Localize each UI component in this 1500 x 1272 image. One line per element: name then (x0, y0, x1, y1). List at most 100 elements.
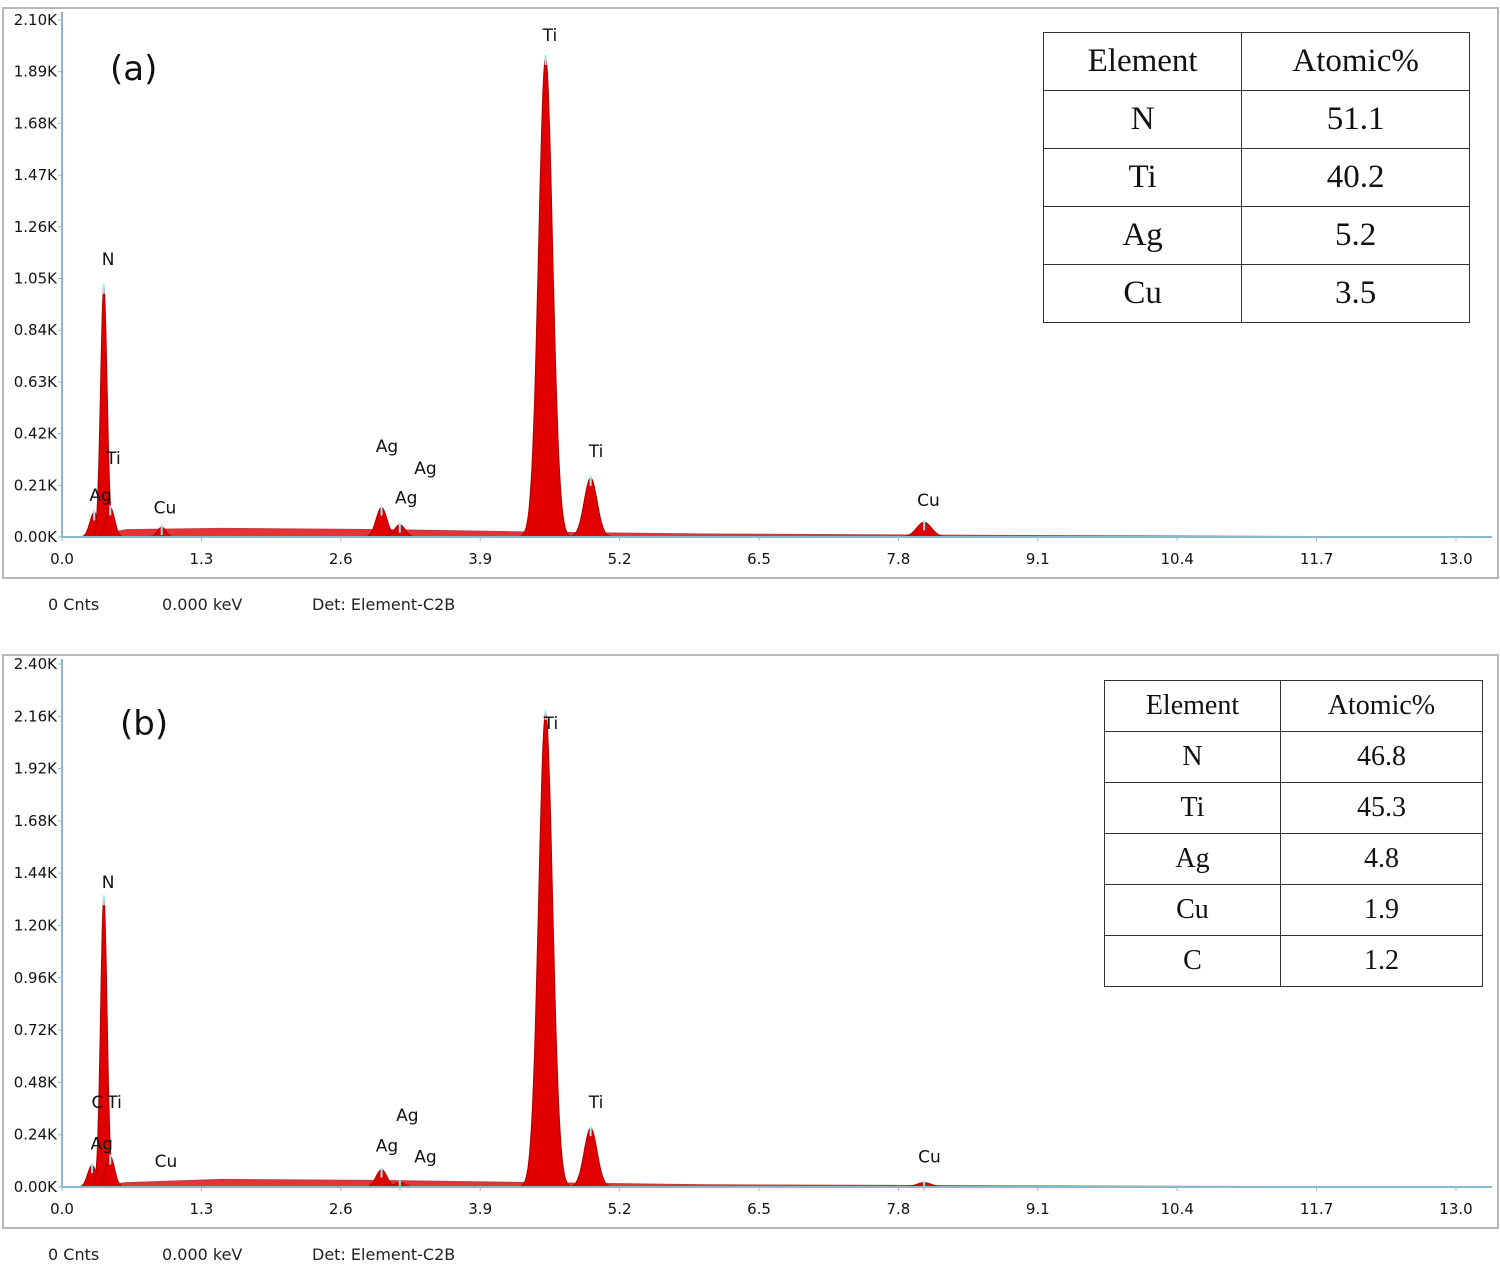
peak-label-ag: Ag (90, 1134, 112, 1154)
element-cell: Ti (1042, 148, 1243, 207)
element-cell: N (1042, 90, 1243, 149)
atomic-percent-cell: 45.3 (1279, 782, 1484, 834)
element-cell: N (1104, 731, 1281, 783)
peak-label-ag: Ag (89, 486, 111, 506)
table-row: N 46.8 (1104, 731, 1484, 783)
table-row: C 1.2 (1104, 935, 1484, 987)
x-tick-label: 10.4 (1160, 1200, 1193, 1218)
x-tick-label: 7.8 (886, 1200, 910, 1218)
peak-label-cu: Cu (154, 498, 177, 518)
column-header: Element (1042, 32, 1243, 91)
y-tick-label: 0.21K (14, 476, 58, 494)
element-cell: Ti (1104, 782, 1281, 834)
y-tick-label: 0.00K (14, 1178, 58, 1196)
table-row: Cu 1.9 (1104, 884, 1484, 936)
x-tick-label: 6.5 (747, 1200, 771, 1218)
peak-label-ti: Ti (105, 449, 121, 469)
y-tick-label: 0.42K (14, 425, 58, 443)
atomic-percent-cell: 3.5 (1241, 264, 1470, 323)
status-detector: Det: Element-C2B (312, 595, 455, 614)
atomic-percent-cell: 40.2 (1241, 148, 1470, 207)
peak-label-ag: Ag (376, 437, 398, 457)
x-tick-label: 1.3 (189, 550, 213, 568)
y-tick-label: 2.10K (14, 11, 58, 29)
y-tick-label: 1.89K (14, 63, 58, 81)
peak-label-ti: Ti (542, 26, 558, 46)
element-cell: Ag (1042, 206, 1243, 265)
peak-label-n: N (102, 250, 115, 270)
y-tick-label: 2.16K (14, 707, 58, 725)
y-tick-label: 1.92K (14, 760, 58, 778)
peak-label-ti: Ti (588, 442, 604, 462)
peak-label-n: N (102, 873, 115, 893)
x-tick-label: 0.0 (50, 550, 74, 568)
table-row: Ti 40.2 (1042, 148, 1470, 207)
peak-label-ti: Ti (543, 714, 559, 734)
x-tick-label: 0.0 (50, 1200, 74, 1218)
y-tick-label: 0.72K (14, 1021, 58, 1039)
element-cell: C (1104, 935, 1281, 987)
atomic-percent-cell: 1.2 (1279, 935, 1484, 987)
panel-label: (a) (110, 49, 157, 89)
peak-label-ag: Ag (396, 1106, 418, 1126)
panel-label: (b) (120, 704, 168, 744)
y-tick-label: 0.96K (14, 969, 58, 987)
element-cell: Ag (1104, 833, 1281, 885)
table-header-row: Element Atomic% (1042, 32, 1470, 91)
element-cell: Cu (1042, 264, 1243, 323)
column-header: Atomic% (1241, 32, 1470, 91)
column-header: Atomic% (1279, 680, 1484, 732)
x-tick-label: 9.1 (1026, 1200, 1050, 1218)
x-tick-label: 11.7 (1300, 1200, 1333, 1218)
x-tick-label: 13.0 (1439, 550, 1472, 568)
status-energy: 0.000 keV (162, 1245, 242, 1264)
peak-label-ag: Ag (414, 1147, 436, 1167)
element-cell: Cu (1104, 884, 1281, 936)
y-tick-label: 0.00K (14, 528, 58, 546)
status-detector: Det: Element-C2B (312, 1245, 455, 1264)
atomic-percent-cell: 1.9 (1279, 884, 1484, 936)
x-tick-label: 9.1 (1026, 550, 1050, 568)
x-tick-label: 11.7 (1300, 550, 1333, 568)
table-row: Ag 4.8 (1104, 833, 1484, 885)
atomic-percent-cell: 4.8 (1279, 833, 1484, 885)
y-tick-label: 1.20K (14, 917, 58, 935)
x-tick-label: 5.2 (608, 550, 632, 568)
peak-label-ag: Ag (395, 489, 417, 509)
peak-label-ag: Ag (376, 1137, 398, 1157)
peak-label-ag: Ag (414, 459, 436, 479)
y-tick-label: 1.68K (14, 114, 58, 132)
table-row: Cu 3.5 (1042, 264, 1470, 323)
table-header-row: Element Atomic% (1104, 680, 1484, 732)
y-tick-label: 0.63K (14, 373, 58, 391)
composition-table-a: Element Atomic% N 51.1 Ti 40.2 Ag 5.2 Cu 3.5 (1042, 32, 1470, 323)
status-energy: 0.000 keV (162, 595, 242, 614)
status-counts: 0 Cnts (48, 1245, 99, 1264)
column-header: Element (1104, 680, 1281, 732)
y-tick-label: 0.84K (14, 321, 58, 339)
x-tick-label: 7.8 (886, 550, 910, 568)
peak-label-ti: Ti (588, 1093, 604, 1113)
y-tick-label: 0.48K (14, 1073, 58, 1091)
peak-label-cu: Cu (918, 1147, 941, 1167)
y-tick-label: 1.68K (14, 812, 58, 830)
y-tick-label: 2.40K (14, 655, 58, 673)
atomic-percent-cell: 46.8 (1279, 731, 1484, 783)
x-tick-label: 13.0 (1439, 1200, 1472, 1218)
peak-label-cu: Cu (155, 1152, 178, 1172)
peak-label-c: C (91, 1093, 103, 1113)
composition-table-b: Element Atomic% N 46.8 Ti 45.3 Ag 4.8 Cu 1.9 C 1.2 (1104, 680, 1484, 987)
x-tick-label: 3.9 (468, 550, 492, 568)
x-tick-label: 1.3 (189, 1200, 213, 1218)
y-tick-label: 1.05K (14, 270, 58, 288)
table-row: Ag 5.2 (1042, 206, 1470, 265)
table-row: Ti 45.3 (1104, 782, 1484, 834)
peak-label-ti: Ti (106, 1093, 122, 1113)
y-tick-label: 0.24K (14, 1126, 58, 1144)
x-tick-label: 6.5 (747, 550, 771, 568)
x-tick-label: 3.9 (468, 1200, 492, 1218)
atomic-percent-cell: 5.2 (1241, 206, 1470, 265)
status-counts: 0 Cnts (48, 595, 99, 614)
x-tick-label: 10.4 (1160, 550, 1193, 568)
y-tick-label: 1.44K (14, 864, 58, 882)
